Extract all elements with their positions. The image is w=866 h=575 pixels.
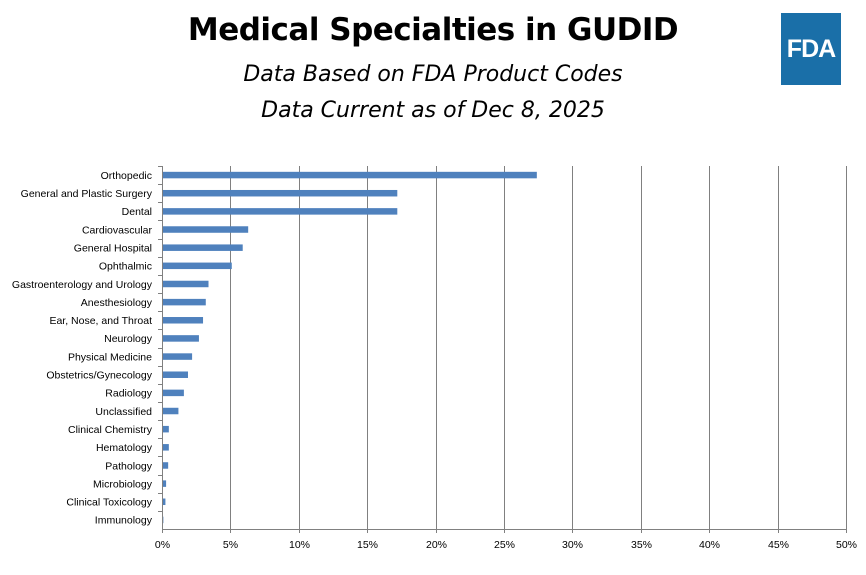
bar: [162, 498, 166, 506]
category-label: Clinical Toxicology: [66, 497, 152, 509]
bar: [162, 226, 249, 233]
x-tick-label: 25%: [494, 539, 515, 551]
x-tick-label: 30%: [562, 539, 583, 551]
category-label: Neurology: [104, 333, 153, 345]
bar: [162, 208, 398, 215]
x-tick-label: 5%: [223, 539, 238, 551]
category-label: Ophthalmic: [99, 261, 152, 273]
category-label: Clinical Chemistry: [68, 424, 153, 436]
bars: [162, 171, 537, 524]
x-tick-label: 35%: [631, 539, 652, 551]
category-label: General Hospital: [74, 242, 152, 254]
bar: [162, 480, 167, 487]
bar: [162, 189, 398, 197]
category-label: Cardiovascular: [82, 224, 153, 236]
category-label: Pathology: [105, 460, 152, 472]
category-label: Radiology: [105, 388, 152, 400]
fda-logo: FDA: [781, 13, 841, 85]
x-tick-label: 15%: [357, 539, 378, 551]
category-label: General and Plastic Surgery: [21, 188, 153, 200]
bar: [162, 353, 193, 360]
bar: [162, 244, 243, 251]
chart-title: Medical Specialties in GUDID: [187, 12, 679, 48]
x-tick-label: 40%: [699, 539, 720, 551]
x-tick-label: 0%: [155, 539, 170, 551]
category-labels: Orthopedic General and Plastic Surgery Den…: [12, 170, 153, 527]
bar: [162, 335, 199, 342]
gridlines: [230, 166, 847, 529]
bar: [162, 262, 232, 270]
bar: [162, 298, 206, 306]
category-label: Ear, Nose, and Throat: [49, 315, 152, 327]
bar: [162, 280, 209, 288]
category-label: Gastroenterology and Urology: [12, 279, 153, 291]
chart-subtitle-source: Data Based on FDA Product Codes: [243, 62, 623, 87]
bar: [162, 371, 188, 378]
category-label: Obstetrics/Gynecology: [46, 370, 152, 382]
category-label: Orthopedic: [101, 170, 152, 182]
x-tick-label: 45%: [768, 539, 789, 551]
category-label: Immunology: [95, 515, 153, 527]
category-label: Dental: [122, 206, 152, 218]
bar: [162, 444, 169, 451]
tick-labels: 0% 5% 10% 15% 20% 25% 30% 35% 40% 45% 50%: [155, 539, 857, 551]
bar: [162, 425, 169, 433]
bar: [162, 317, 204, 324]
bar: [162, 171, 537, 179]
category-label: Physical Medicine: [68, 351, 152, 363]
x-tick-label: 20%: [426, 539, 447, 551]
x-tick-label: 10%: [289, 539, 310, 551]
bar: [162, 407, 179, 415]
category-label: Microbiology: [93, 478, 153, 490]
bar: [162, 389, 184, 397]
category-label: Unclassified: [95, 406, 152, 418]
x-tick-label: 50%: [836, 539, 857, 551]
category-label: Hematology: [96, 442, 153, 454]
category-label: Anesthesiology: [81, 297, 153, 309]
chart-subtitle-date: Data Current as of Dec 8, 2025: [261, 98, 605, 123]
bar: [162, 462, 169, 469]
axes: [158, 166, 847, 533]
